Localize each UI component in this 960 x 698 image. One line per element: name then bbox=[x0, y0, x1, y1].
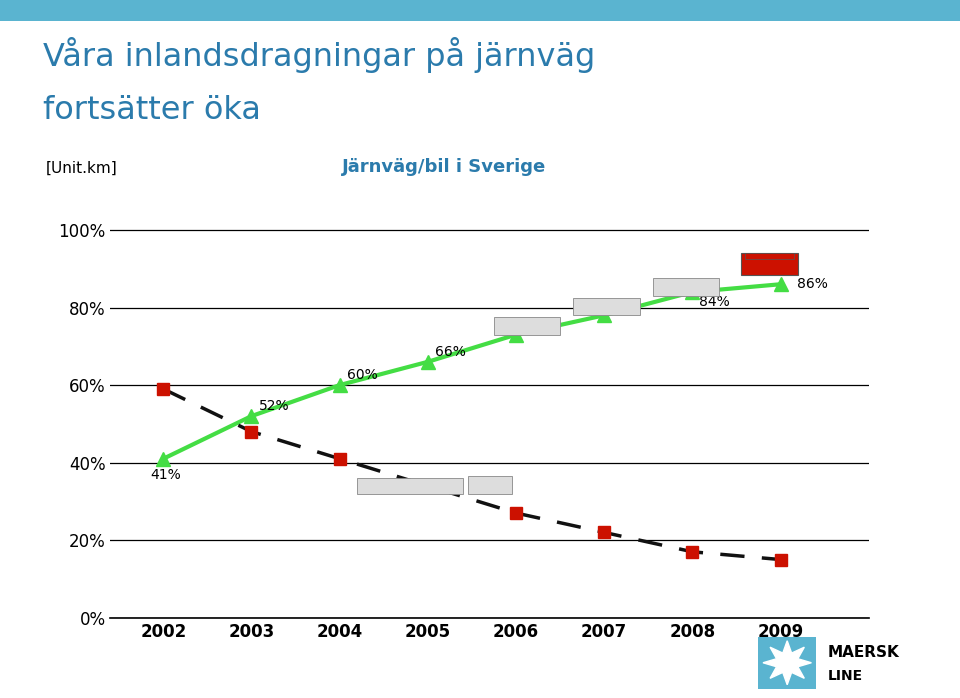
Text: MAERSK: MAERSK bbox=[828, 645, 900, 660]
Text: 86%: 86% bbox=[798, 277, 828, 291]
Text: 52%: 52% bbox=[258, 399, 289, 413]
Bar bbox=[494, 317, 560, 334]
Text: LINE: LINE bbox=[828, 669, 863, 683]
Bar bbox=[468, 476, 512, 493]
Text: 66%: 66% bbox=[435, 345, 466, 359]
Bar bbox=[573, 298, 639, 315]
Bar bbox=[741, 253, 799, 274]
Text: 73%: 73% bbox=[523, 318, 554, 332]
Text: 84%: 84% bbox=[700, 295, 731, 309]
Bar bbox=[745, 253, 794, 259]
Text: [Unit.km]: [Unit.km] bbox=[46, 161, 118, 176]
Text: fortsätter öka: fortsätter öka bbox=[43, 95, 261, 126]
Text: 78%: 78% bbox=[612, 299, 642, 313]
Text: 41%: 41% bbox=[151, 468, 181, 482]
Bar bbox=[357, 478, 463, 493]
Polygon shape bbox=[763, 641, 811, 685]
Text: Våra inlandsdragningar på järnväg: Våra inlandsdragningar på järnväg bbox=[43, 37, 595, 73]
Text: Järnväg/bil i Sverige: Järnväg/bil i Sverige bbox=[342, 158, 546, 176]
Bar bbox=[653, 279, 719, 296]
Text: 60%: 60% bbox=[347, 369, 377, 383]
